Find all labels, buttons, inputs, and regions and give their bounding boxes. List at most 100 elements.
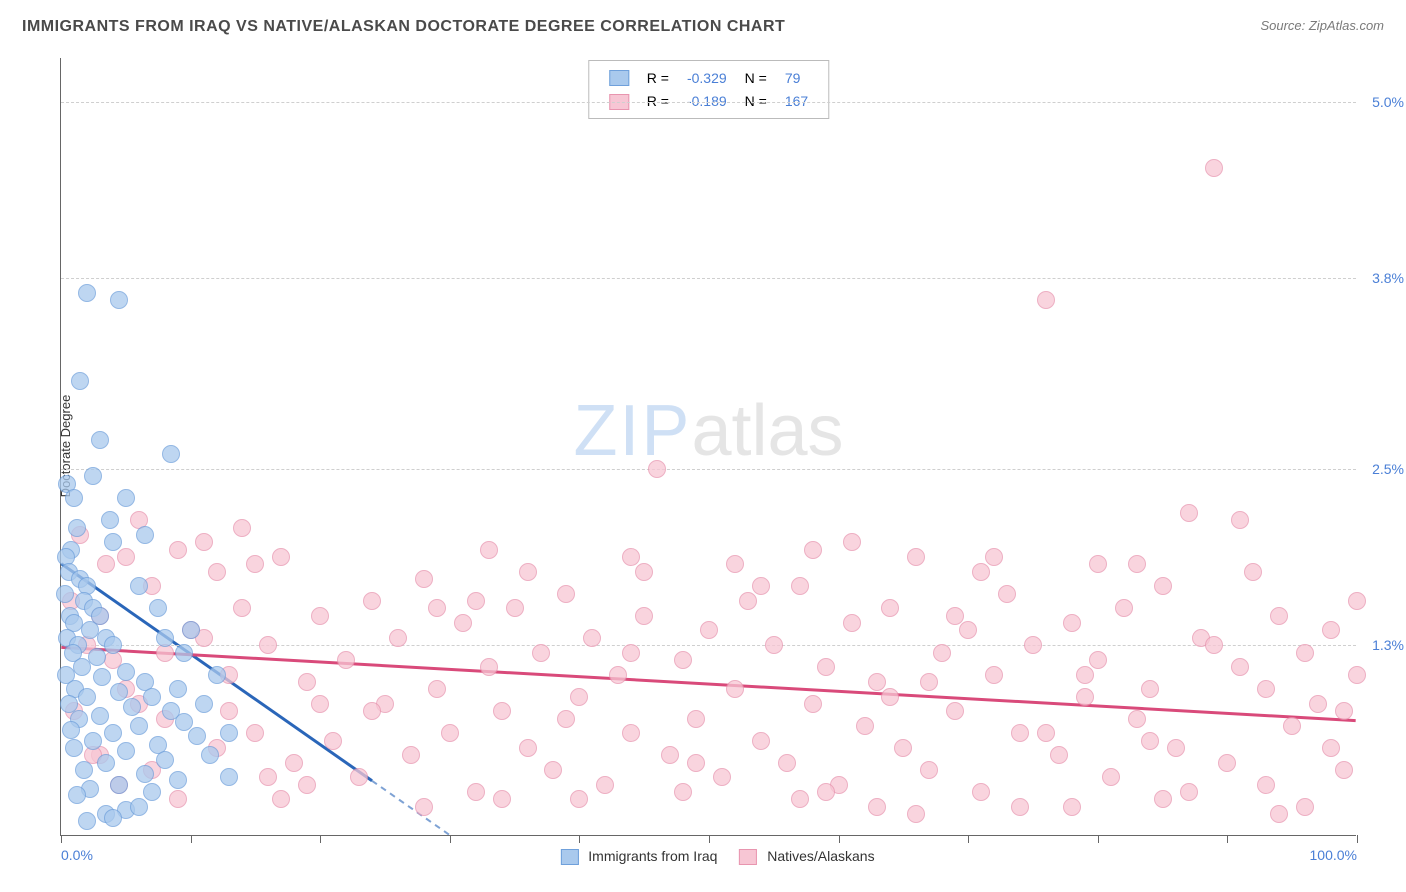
- scatter-point-iraq: [104, 636, 122, 654]
- chart-title: IMMIGRANTS FROM IRAQ VS NATIVE/ALASKAN D…: [22, 18, 785, 36]
- scatter-point-iraq: [117, 489, 135, 507]
- scatter-point-natives: [622, 724, 640, 742]
- y-tick-label: 1.3%: [1372, 637, 1404, 653]
- scatter-point-natives: [583, 629, 601, 647]
- r-value-iraq: -0.329: [679, 67, 735, 88]
- scatter-point-natives: [259, 768, 277, 786]
- scatter-point-iraq: [195, 695, 213, 713]
- chart-source: Source: ZipAtlas.com: [1260, 18, 1384, 33]
- scatter-point-natives: [907, 548, 925, 566]
- scatter-point-natives: [843, 614, 861, 632]
- scatter-point-iraq: [156, 751, 174, 769]
- scatter-point-natives: [1205, 636, 1223, 654]
- scatter-point-natives: [868, 673, 886, 691]
- scatter-point-iraq: [175, 713, 193, 731]
- r-value-natives: -0.189: [679, 90, 735, 111]
- scatter-point-natives: [661, 746, 679, 764]
- scatter-point-natives: [1141, 680, 1159, 698]
- scatter-point-natives: [648, 460, 666, 478]
- scatter-point-natives: [985, 666, 1003, 684]
- scatter-point-natives: [1322, 621, 1340, 639]
- scatter-point-natives: [791, 577, 809, 595]
- x-tick: [450, 835, 451, 843]
- scatter-point-iraq: [91, 707, 109, 725]
- scatter-point-natives: [97, 555, 115, 573]
- scatter-point-natives: [493, 790, 511, 808]
- scatter-point-natives: [1348, 666, 1366, 684]
- scatter-point-iraq: [62, 721, 80, 739]
- x-tick: [1098, 835, 1099, 843]
- scatter-point-iraq: [136, 526, 154, 544]
- n-value-iraq: 79: [777, 67, 816, 88]
- scatter-point-iraq: [84, 467, 102, 485]
- scatter-point-natives: [596, 776, 614, 794]
- gridline: [61, 645, 1356, 646]
- watermark-left: ZIP: [573, 391, 691, 471]
- scatter-point-iraq: [123, 698, 141, 716]
- scatter-point-natives: [1011, 798, 1029, 816]
- legend-label-iraq: Immigrants from Iraq: [588, 848, 717, 864]
- scatter-point-iraq: [156, 629, 174, 647]
- scatter-point-iraq: [93, 668, 111, 686]
- series-legend: Immigrants from Iraq Natives/Alaskans: [542, 848, 874, 865]
- scatter-point-natives: [1063, 614, 1081, 632]
- scatter-point-natives: [752, 577, 770, 595]
- correlation-legend: R = -0.329 N = 79 R = -0.189 N = 167: [588, 60, 829, 119]
- scatter-point-iraq: [117, 663, 135, 681]
- scatter-point-natives: [1296, 644, 1314, 662]
- scatter-point-natives: [674, 783, 692, 801]
- scatter-point-iraq: [162, 445, 180, 463]
- scatter-point-iraq: [101, 511, 119, 529]
- scatter-point-natives: [726, 555, 744, 573]
- scatter-point-iraq: [220, 724, 238, 742]
- scatter-point-iraq: [208, 666, 226, 684]
- scatter-point-natives: [519, 563, 537, 581]
- gridline: [61, 469, 1356, 470]
- scatter-point-natives: [246, 555, 264, 573]
- scatter-point-natives: [272, 790, 290, 808]
- x-tick: [1227, 835, 1228, 843]
- scatter-point-natives: [441, 724, 459, 742]
- scatter-point-natives: [1063, 798, 1081, 816]
- scatter-point-iraq: [75, 761, 93, 779]
- scatter-point-natives: [804, 541, 822, 559]
- scatter-point-natives: [570, 790, 588, 808]
- scatter-point-natives: [622, 644, 640, 662]
- scatter-point-natives: [752, 732, 770, 750]
- scatter-point-iraq: [97, 754, 115, 772]
- scatter-point-natives: [467, 783, 485, 801]
- scatter-point-iraq: [56, 585, 74, 603]
- scatter-point-natives: [402, 746, 420, 764]
- scatter-point-natives: [1089, 651, 1107, 669]
- x-tick: [579, 835, 580, 843]
- scatter-point-natives: [195, 533, 213, 551]
- x-tick-label: 100.0%: [1310, 847, 1357, 863]
- scatter-point-iraq: [143, 688, 161, 706]
- scatter-point-natives: [635, 607, 653, 625]
- scatter-point-natives: [817, 783, 835, 801]
- scatter-point-iraq: [169, 680, 187, 698]
- scatter-point-natives: [868, 798, 886, 816]
- scatter-point-natives: [946, 607, 964, 625]
- scatter-point-natives: [337, 651, 355, 669]
- scatter-point-natives: [713, 768, 731, 786]
- scatter-point-natives: [856, 717, 874, 735]
- scatter-point-natives: [894, 739, 912, 757]
- scatter-point-natives: [311, 607, 329, 625]
- scatter-point-natives: [169, 541, 187, 559]
- r-label: R =: [639, 67, 677, 88]
- scatter-point-iraq: [84, 732, 102, 750]
- scatter-point-natives: [1154, 577, 1172, 595]
- legend-label-natives: Natives/Alaskans: [767, 848, 874, 864]
- scatter-point-natives: [726, 680, 744, 698]
- scatter-point-natives: [1050, 746, 1068, 764]
- scatter-point-natives: [285, 754, 303, 772]
- scatter-point-natives: [220, 702, 238, 720]
- scatter-point-iraq: [130, 798, 148, 816]
- scatter-point-natives: [480, 658, 498, 676]
- scatter-point-natives: [428, 680, 446, 698]
- scatter-point-iraq: [143, 783, 161, 801]
- scatter-point-iraq: [110, 291, 128, 309]
- scatter-point-natives: [233, 519, 251, 537]
- scatter-point-iraq: [188, 727, 206, 745]
